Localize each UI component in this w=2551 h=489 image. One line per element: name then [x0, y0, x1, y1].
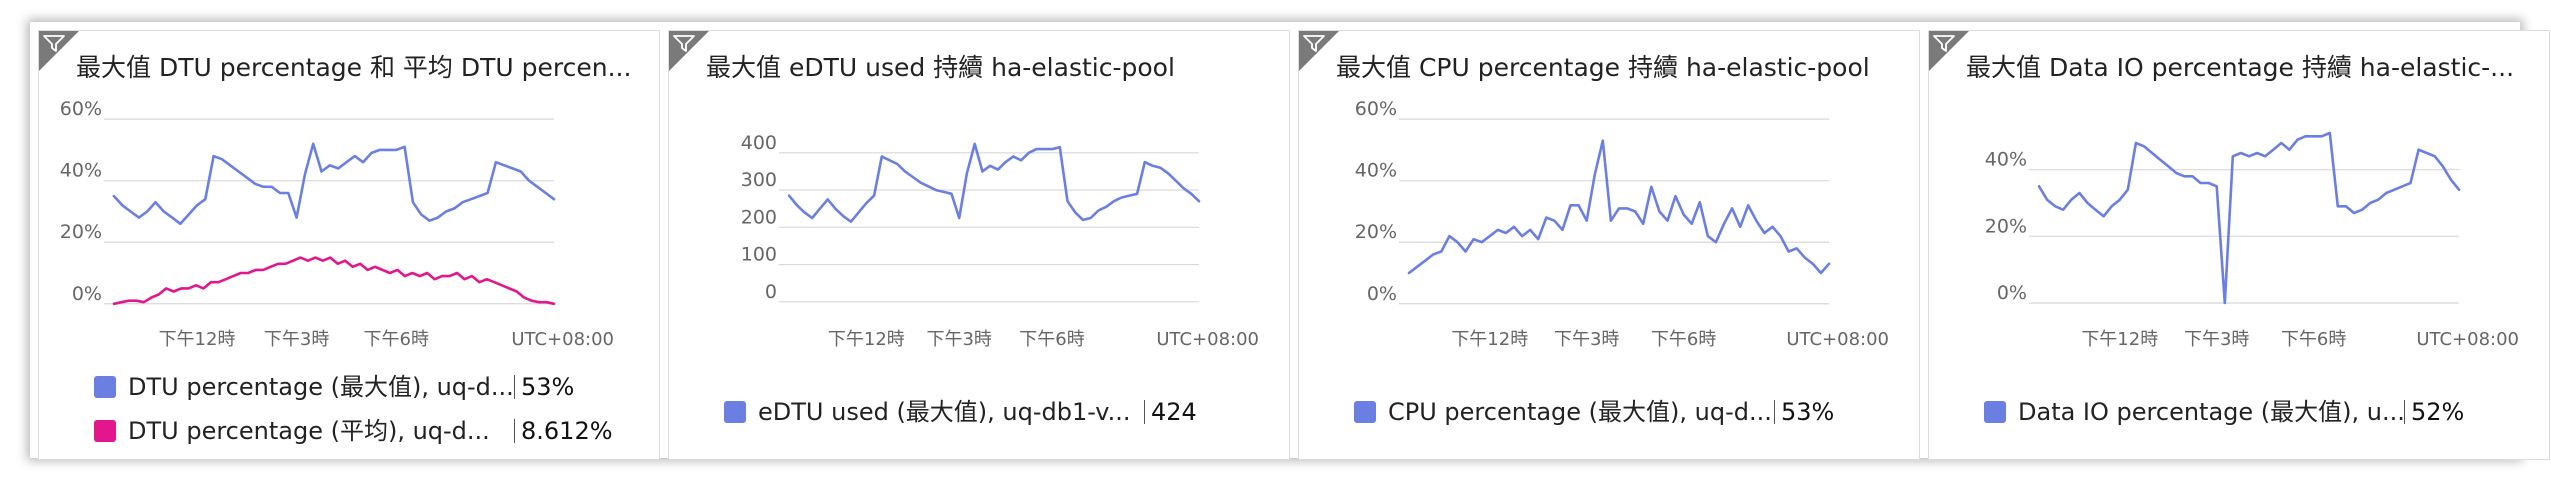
y-tick-label: 100: [741, 244, 777, 266]
legend-swatch: [94, 420, 116, 442]
x-tick-label: 下午12時: [2081, 329, 2158, 350]
tile-title: 最大值 Data IO percentage 持續 ha-elastic-...: [1966, 53, 2515, 82]
tile-title: 最大值 DTU percentage 和 平均 DTU percen...: [76, 53, 632, 82]
filter-icon[interactable]: [1303, 35, 1325, 53]
y-tick-label: 20%: [60, 221, 102, 243]
legend-label: Data IO percentage (最大值), u...: [2018, 398, 2403, 426]
legend-value: 52%: [2411, 398, 2465, 426]
chart-tile-data-io-percentage[interactable]: 最大值 Data IO percentage 持續 ha-elastic-...…: [1928, 30, 2550, 460]
y-tick-label: 40%: [1985, 149, 2027, 171]
filter-icon[interactable]: [673, 35, 695, 53]
legend-swatch: [94, 376, 116, 398]
legend-label: eDTU used (最大值), uq-db1-v...: [758, 398, 1131, 426]
filter-icon[interactable]: [1933, 35, 1955, 53]
chart-tile-dtu-percentage[interactable]: 最大值 DTU percentage 和 平均 DTU percen... 0%…: [38, 30, 660, 460]
legend-divider: [1774, 400, 1775, 424]
y-tick-label: 0: [765, 281, 777, 303]
series-line: [787, 142, 1201, 223]
x-tick-label: 下午6時: [1019, 329, 1084, 350]
legend-divider: [514, 375, 515, 399]
y-tick-label: 0%: [72, 283, 102, 305]
timezone-label: UTC+08:00: [1786, 329, 1889, 350]
legend-label: CPU percentage (最大值), uq-d...: [1388, 398, 1772, 426]
legend-value: 53%: [1781, 398, 1835, 426]
y-tick-label: 60%: [60, 98, 102, 120]
legend-divider: [514, 419, 515, 443]
legend-value: 53%: [521, 373, 575, 401]
line-chart[interactable]: 0% 20% 40% 60% 下午12時 下午3時 下午6時 UTC+08:00: [1299, 31, 1920, 460]
y-tick-label: 300: [741, 169, 777, 191]
line-chart[interactable]: 0% 20% 40% 下午12時 下午3時 下午6時 UTC+08:00: [1929, 31, 2550, 460]
y-tick-label: 40%: [60, 160, 102, 182]
x-tick-label: 下午12時: [159, 329, 236, 350]
legend-item-max[interactable]: DTU percentage (最大值), uq-d... 53%: [94, 367, 614, 407]
series-line: [112, 256, 556, 306]
legend-item-max[interactable]: eDTU used (最大值), uq-db1-v... 424: [724, 392, 1244, 432]
x-tick-label: 下午3時: [264, 329, 329, 350]
y-tick-label: 20%: [1355, 221, 1397, 243]
legend-value: 424: [1151, 398, 1197, 426]
legend-swatch: [1984, 401, 2006, 423]
y-tick-label: 200: [741, 206, 777, 228]
series-line: [2037, 131, 2461, 305]
x-tick-label: 下午6時: [364, 329, 429, 350]
line-chart[interactable]: 0 100 200 300 400 下午12時 下午3時 下午6時 UTC+08:00: [669, 31, 1290, 460]
legend-item-avg[interactable]: DTU percentage (平均), uq-d... 8.612%: [94, 411, 614, 451]
legend-divider: [2404, 400, 2405, 424]
filter-icon[interactable]: [43, 35, 65, 53]
y-tick-label: 40%: [1355, 160, 1397, 182]
series-line: [112, 142, 556, 226]
legend-item-max[interactable]: CPU percentage (最大值), uq-d... 53%: [1354, 392, 1874, 432]
legend-label: DTU percentage (平均), uq-d...: [128, 417, 490, 445]
timezone-label: UTC+08:00: [1156, 329, 1259, 350]
tile-title: 最大值 eDTU used 持續 ha-elastic-pool: [706, 53, 1175, 82]
x-tick-label: 下午3時: [2184, 329, 2249, 350]
timezone-label: UTC+08:00: [2416, 329, 2519, 350]
series-line: [1407, 139, 1831, 275]
x-tick-label: 下午6時: [2281, 329, 2346, 350]
legend-value: 8.612%: [521, 417, 613, 445]
y-tick-label: 400: [741, 132, 777, 154]
line-chart[interactable]: 0% 20% 40% 60% 下午12時 下午3時 下午6時 UTC+08:00: [39, 31, 660, 460]
legend-divider: [1144, 400, 1145, 424]
x-tick-label: 下午3時: [926, 329, 991, 350]
x-tick-label: 下午3時: [1554, 329, 1619, 350]
tile-title: 最大值 CPU percentage 持續 ha-elastic-pool: [1336, 53, 1870, 82]
y-tick-label: 0%: [1997, 282, 2027, 304]
chart-tile-edtu-used[interactable]: 最大值 eDTU used 持續 ha-elastic-pool 0 100 200…: [668, 30, 1290, 460]
legend-label: DTU percentage (最大值), uq-d...: [128, 373, 513, 401]
x-tick-label: 下午12時: [828, 329, 905, 350]
legend-swatch: [724, 401, 746, 423]
legend-item-max[interactable]: Data IO percentage (最大值), u... 52%: [1984, 392, 2504, 432]
chart-tile-cpu-percentage[interactable]: 最大值 CPU percentage 持續 ha-elastic-pool 0%…: [1298, 30, 1920, 460]
x-tick-label: 下午6時: [1651, 329, 1716, 350]
x-tick-label: 下午12時: [1451, 329, 1528, 350]
y-tick-label: 20%: [1985, 215, 2027, 237]
y-tick-label: 60%: [1355, 98, 1397, 120]
y-tick-label: 0%: [1367, 283, 1397, 305]
legend-swatch: [1354, 401, 1376, 423]
timezone-label: UTC+08:00: [511, 329, 614, 350]
